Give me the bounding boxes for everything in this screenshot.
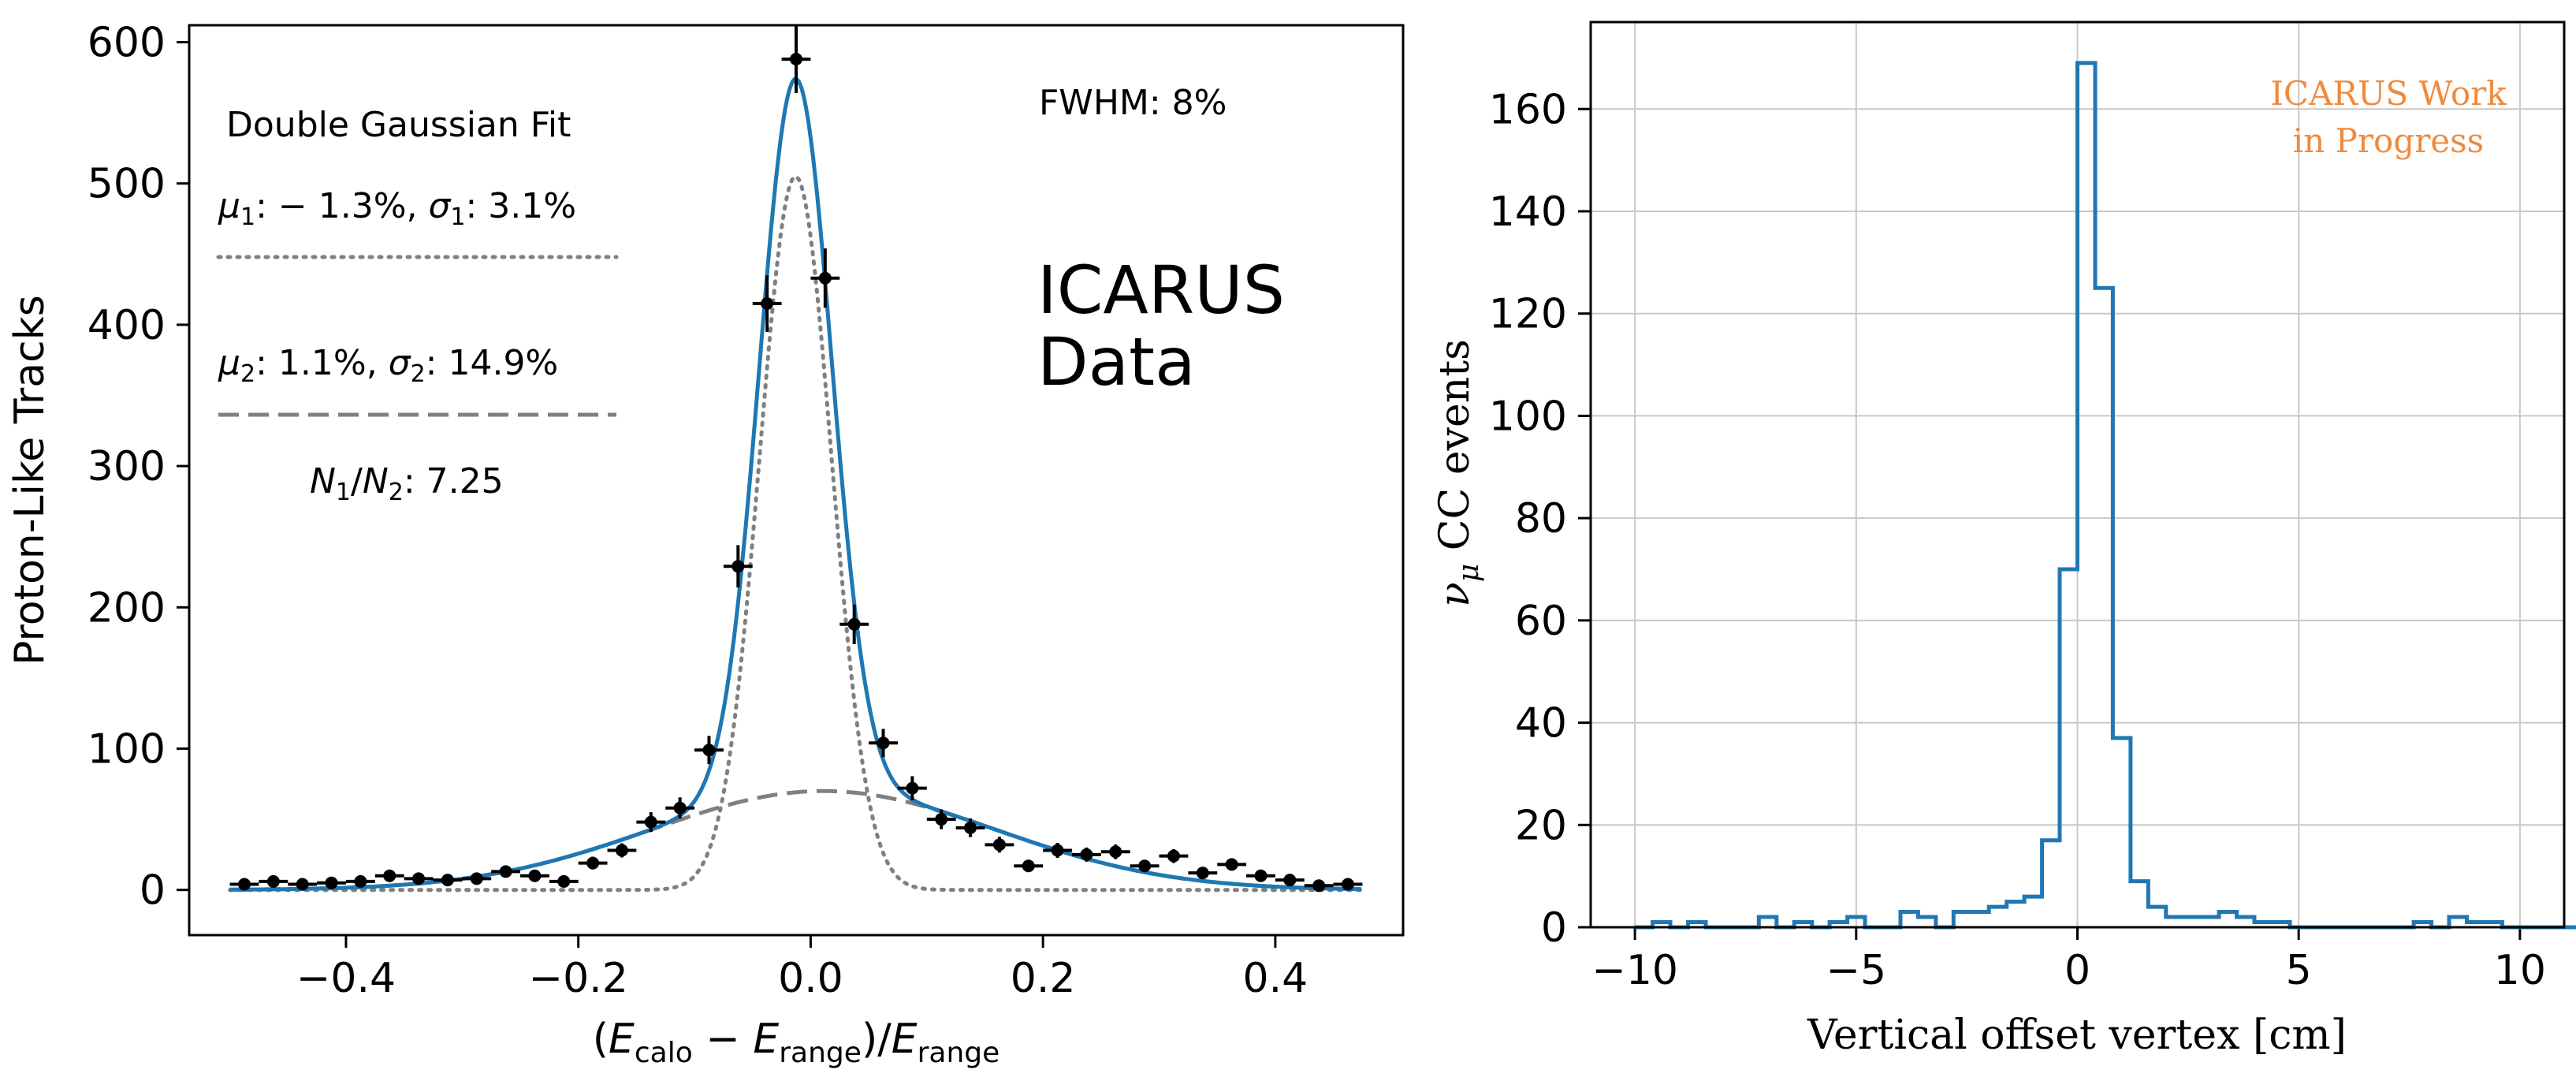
legend-ratio: N1/N2: 7.25	[310, 461, 504, 506]
data-point	[1051, 844, 1064, 857]
data-point	[528, 869, 542, 882]
left-data-points	[229, 25, 1363, 893]
data-point	[1283, 874, 1297, 887]
data-point	[790, 53, 802, 66]
data-point	[412, 872, 426, 885]
data-point	[992, 838, 1006, 852]
data-point	[383, 869, 396, 882]
left-x-tick-label: 0.4	[1243, 955, 1308, 1002]
data-point	[906, 781, 919, 795]
data-point	[1342, 878, 1354, 891]
right-y-tick-label: 0	[1541, 904, 1567, 952]
data-point	[731, 560, 745, 573]
data-point	[557, 874, 571, 888]
data-point	[266, 874, 280, 888]
left-x-tick-label: 0.0	[778, 955, 843, 1002]
right-chart: −10 −5 0 5 10 0 20 40 60 80 100 120 140 160 νμ CC ev…	[1431, 21, 2576, 1059]
data-point	[673, 801, 687, 814]
data-point	[818, 271, 832, 285]
data-point	[1254, 869, 1268, 882]
right-y-tick-label: 40	[1515, 700, 1567, 747]
left-x-tick-label: −0.4	[296, 955, 396, 1002]
left-x-tick-label: −0.2	[529, 955, 628, 1002]
data-point	[354, 874, 367, 888]
data-point	[1196, 867, 1209, 880]
icarus-data-line2: Data	[1037, 323, 1196, 401]
work-in-progress-line1: ICARUS Work	[2270, 74, 2507, 113]
data-point	[296, 878, 309, 891]
data-point	[877, 736, 890, 750]
left-x-axis: −0.4 −0.2 0.0 0.2 0.4	[296, 935, 1308, 1002]
data-point	[761, 297, 774, 311]
data-point	[1225, 858, 1238, 871]
data-point	[470, 872, 483, 885]
data-point	[615, 844, 628, 857]
left-x-axis-label: (Ecalo − Erange)/Erange	[593, 1016, 1000, 1069]
data-point	[1138, 859, 1152, 873]
data-point	[586, 856, 600, 870]
right-x-tick-label: 5	[2286, 947, 2312, 994]
left-y-tick-label: 400	[87, 302, 166, 349]
data-point	[499, 865, 512, 878]
right-x-axis: −10 −5 0 5 10	[1591, 927, 2546, 994]
left-x-tick-label: 0.2	[1011, 955, 1076, 1002]
right-y-axis-label: νμ CC events	[1431, 339, 1485, 607]
data-point	[847, 617, 861, 631]
right-y-tick-label: 140	[1489, 188, 1567, 236]
right-x-tick-label: −10	[1591, 947, 1678, 994]
right-x-axis-label: Vertical offset vertex [cm]	[1807, 1012, 2347, 1059]
data-point	[1312, 879, 1326, 893]
left-y-axis-label: Proton-Like Tracks	[6, 295, 54, 665]
data-point	[935, 813, 948, 826]
right-y-tick-label: 160	[1489, 86, 1567, 133]
legend-entry-g2: μ2: 1.1%, σ2: 14.9%	[218, 343, 558, 388]
right-plot-frame	[1589, 21, 2566, 929]
data-point	[238, 878, 251, 891]
fwhm-annotation: FWHM: 8%	[1039, 83, 1227, 123]
legend-title: Double Gaussian Fit	[226, 105, 571, 145]
data-point	[702, 744, 716, 757]
data-point	[325, 876, 338, 889]
left-y-tick-label: 200	[87, 584, 166, 632]
data-point	[1167, 849, 1180, 863]
left-y-tick-label: 100	[87, 725, 166, 773]
right-x-tick-label: 10	[2494, 947, 2546, 994]
right-y-tick-label: 100	[1489, 393, 1567, 440]
data-point	[644, 815, 657, 829]
data-point	[441, 874, 454, 887]
right-y-axis: 0 20 40 60 80 100 120 140 160	[1489, 86, 1591, 952]
left-y-tick-label: 600	[87, 20, 166, 67]
data-point	[1022, 859, 1035, 873]
left-y-tick-label: 500	[87, 161, 166, 208]
right-x-tick-label: −5	[1826, 947, 1886, 994]
right-x-tick-label: 0	[2064, 947, 2090, 994]
right-y-tick-label: 80	[1515, 495, 1567, 542]
fit-component-narrow	[228, 174, 1364, 893]
left-y-tick-label: 0	[140, 867, 166, 915]
right-y-tick-label: 60	[1515, 598, 1567, 645]
data-point	[964, 821, 977, 834]
work-in-progress-line2: in Progress	[2293, 121, 2484, 160]
right-y-tick-label: 120	[1489, 291, 1567, 338]
right-y-tick-label: 20	[1515, 802, 1567, 849]
data-point	[1109, 845, 1122, 859]
data-point	[1080, 848, 1093, 861]
icarus-data-line1: ICARUS	[1037, 252, 1285, 329]
left-y-axis: 0 100 200 300 400 500 600	[87, 20, 189, 915]
left-chart: −0.4 −0.2 0.0 0.2 0.4 0 100 200 300 400 500 600 Pr…	[6, 20, 1405, 1069]
legend-entry-g1: μ1: − 1.3%, σ1: 3.1%	[218, 186, 576, 231]
histogram-step-line	[1635, 61, 2576, 930]
left-y-tick-label: 300	[87, 443, 166, 490]
